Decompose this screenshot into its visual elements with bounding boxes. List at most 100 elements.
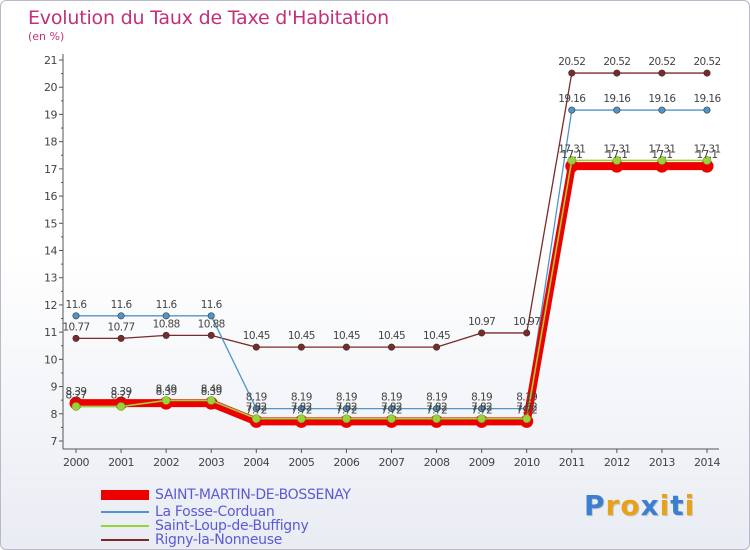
data-label: 8.19 xyxy=(426,392,447,404)
y-tick-label: 10 xyxy=(44,353,57,366)
data-label: 7.82 xyxy=(381,402,402,414)
y-tick-label: 21 xyxy=(44,54,57,67)
logo-letter: x xyxy=(640,489,660,522)
data-point xyxy=(387,405,395,413)
data-label: 17.1 xyxy=(697,149,718,161)
data-label: 10.88 xyxy=(198,318,225,330)
legend-swatch xyxy=(101,539,149,541)
data-label: 7.72 xyxy=(471,404,492,416)
data-label: 19.16 xyxy=(603,93,631,105)
data-point xyxy=(658,69,666,77)
y-tick-label: 9 xyxy=(51,381,58,394)
data-label: 8.19 xyxy=(471,392,492,404)
data-point xyxy=(207,331,215,339)
data-point xyxy=(657,156,667,165)
legend-item: La Fosse-Corduan xyxy=(101,504,275,520)
data-label: 8.39 xyxy=(156,386,177,398)
data-label: 10.45 xyxy=(243,330,270,342)
data-label: 10.97 xyxy=(513,316,540,328)
data-point xyxy=(297,405,305,413)
data-point xyxy=(297,343,305,351)
data-label: 20.52 xyxy=(693,56,720,68)
data-label: 7.82 xyxy=(471,402,492,414)
data-point xyxy=(612,156,622,165)
y-tick-label: 13 xyxy=(44,272,57,285)
data-label: 10.88 xyxy=(153,318,180,330)
data-point xyxy=(658,106,666,114)
data-point xyxy=(522,414,532,423)
chart-unit-label: (en %) xyxy=(28,30,65,43)
data-label: 7.82 xyxy=(291,402,312,414)
x-tick-label: 2003 xyxy=(198,456,224,469)
data-label: 11.6 xyxy=(201,299,223,311)
logo-letter: o xyxy=(620,489,641,522)
data-label: 19.16 xyxy=(648,93,676,105)
x-tick-label: 2013 xyxy=(649,456,675,469)
data-label: 17.31 xyxy=(648,143,675,155)
data-label: 17.1 xyxy=(606,149,627,161)
data-point xyxy=(162,331,170,339)
data-point xyxy=(432,414,441,423)
data-label: 11.6 xyxy=(111,299,133,311)
data-point xyxy=(342,343,350,351)
y-tick-label: 7 xyxy=(51,435,58,448)
x-tick-label: 2000 xyxy=(63,456,89,469)
y-tick-label: 12 xyxy=(44,299,57,312)
data-label: 20.52 xyxy=(603,56,630,68)
data-point xyxy=(387,414,396,423)
data-point xyxy=(342,405,350,413)
logo-letter: i xyxy=(684,489,696,522)
series-line xyxy=(75,159,708,420)
y-tick-label: 15 xyxy=(44,217,57,230)
data-label: 8.19 xyxy=(381,392,402,404)
data-label: 7.72 xyxy=(381,404,402,416)
data-point xyxy=(613,69,621,77)
data-point xyxy=(72,334,80,342)
data-label: 7.82 xyxy=(246,402,267,414)
y-tick-label: 14 xyxy=(44,245,57,258)
x-tick-label: 2006 xyxy=(333,456,359,469)
x-tick-label: 2002 xyxy=(153,456,179,469)
data-label: 7.82 xyxy=(336,402,357,414)
data-point xyxy=(567,156,577,165)
legend-label: Rigny-la-Nonneuse xyxy=(155,532,283,548)
data-label: 11.6 xyxy=(156,299,178,311)
data-label: 19.16 xyxy=(558,93,586,105)
data-point xyxy=(342,414,351,423)
y-tick-label: 19 xyxy=(44,108,57,121)
legend-label: SAINT-MARTIN-DE-BOSSENAY xyxy=(155,487,351,503)
data-point xyxy=(433,405,441,413)
data-point xyxy=(161,396,171,405)
legend-swatch xyxy=(101,511,149,513)
data-point xyxy=(387,343,395,351)
data-point xyxy=(117,334,125,342)
data-point xyxy=(207,312,215,320)
x-tick-label: 2010 xyxy=(514,456,540,469)
data-label: 10.45 xyxy=(288,330,315,342)
data-point xyxy=(72,312,80,320)
data-label: 17.31 xyxy=(558,143,585,155)
y-tick-label: 8 xyxy=(51,408,58,421)
data-label: 7.82 xyxy=(426,402,447,414)
data-point xyxy=(252,343,260,351)
x-tick-label: 2004 xyxy=(243,456,269,469)
data-label: 8.19 xyxy=(336,392,357,404)
data-label: 8.49 xyxy=(201,383,222,395)
data-label: 8.27 xyxy=(66,389,87,401)
data-label: 8.27 xyxy=(111,389,132,401)
data-point xyxy=(206,396,216,405)
logo-letter: t xyxy=(670,489,685,522)
data-point xyxy=(568,106,576,114)
logo-letter: r xyxy=(605,489,621,522)
data-label: 8.19 xyxy=(291,392,312,404)
x-tick-label: 2011 xyxy=(559,456,585,469)
data-label: 17.31 xyxy=(693,143,720,155)
x-tick-label: 2009 xyxy=(469,456,495,469)
data-point xyxy=(703,106,711,114)
data-label: 7.72 xyxy=(291,404,312,416)
data-point xyxy=(703,69,711,77)
data-point xyxy=(433,343,441,351)
data-point xyxy=(252,405,260,413)
